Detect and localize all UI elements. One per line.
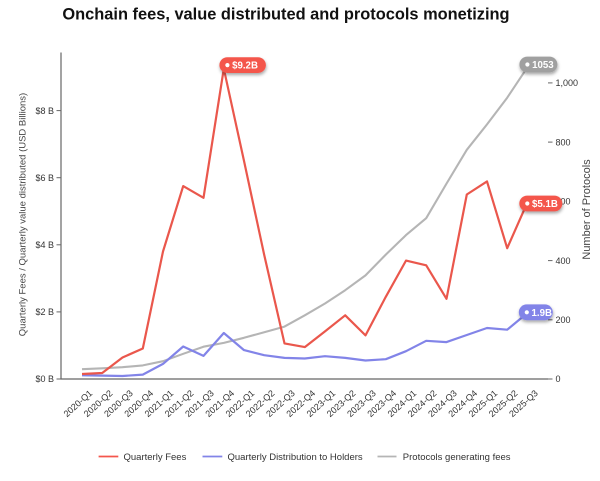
- svg-text:Quarterly Fees / Quarterly val: Quarterly Fees / Quarterly value distrib…: [18, 93, 29, 336]
- svg-text:Protocols generating fees: Protocols generating fees: [403, 452, 511, 463]
- svg-text:200: 200: [556, 315, 571, 325]
- svg-text:$5.1B: $5.1B: [532, 199, 558, 210]
- svg-text:Quarterly Fees: Quarterly Fees: [124, 452, 187, 463]
- svg-text:$2 B: $2 B: [35, 307, 54, 317]
- svg-text:400: 400: [556, 256, 571, 266]
- svg-text:1053: 1053: [532, 60, 554, 71]
- svg-text:$9.2B: $9.2B: [232, 61, 258, 72]
- svg-text:800: 800: [556, 137, 571, 147]
- svg-text:1.9B: 1.9B: [532, 308, 552, 319]
- svg-text:Quarterly Distribution to Hold: Quarterly Distribution to Holders: [228, 452, 363, 463]
- svg-text:600: 600: [556, 197, 571, 207]
- svg-text:Number of Protocols: Number of Protocols: [581, 159, 593, 260]
- svg-text:$8 B: $8 B: [35, 106, 54, 116]
- svg-text:$6 B: $6 B: [35, 173, 54, 183]
- svg-text:Onchain fees, value distribute: Onchain fees, value distributed and prot…: [62, 6, 509, 24]
- svg-text:1,000: 1,000: [556, 78, 579, 88]
- svg-text:0: 0: [556, 374, 561, 384]
- svg-text:$4 B: $4 B: [35, 240, 54, 250]
- svg-text:$0 B: $0 B: [35, 374, 54, 384]
